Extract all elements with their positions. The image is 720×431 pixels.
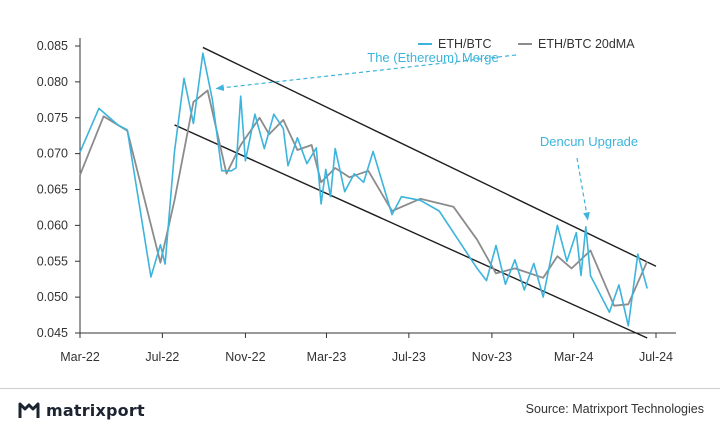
legend-label-eth-btc: ETH/BTC — [438, 37, 491, 51]
brand-name: matrixport — [46, 400, 145, 420]
y-tick-label: 0.060 — [37, 218, 68, 232]
eth-btc-chart: 0.045 0.050 0.055 0.060 0.065 0.070 0.075 0.080… — [37, 37, 676, 364]
eth-btc-line — [79, 52, 648, 327]
x-tick-label: Mar-22 — [60, 350, 100, 364]
y-tick-label: 0.080 — [37, 75, 68, 89]
trend-channel-upper — [202, 46, 657, 267]
y-tick-label: 0.075 — [37, 111, 68, 125]
y-tick-label: 0.045 — [37, 326, 68, 340]
legend-label-20dma: ETH/BTC 20dMA — [538, 37, 635, 51]
x-tick-label: Jul-23 — [392, 350, 426, 364]
footer-divider — [0, 388, 720, 389]
x-tick-label: Nov-23 — [472, 350, 512, 364]
chart-legend: ETH/BTC ETH/BTC 20dMA — [418, 37, 635, 51]
dencun-annotation-arrow — [576, 157, 590, 221]
y-tick-label: 0.070 — [37, 147, 68, 161]
merge-annotation-label: The (Ethereum) Merge — [367, 50, 499, 65]
y-tick-label: 0.055 — [37, 254, 68, 268]
x-tick-label: Nov-22 — [225, 350, 265, 364]
source-note: Source: Matrixport Technologies — [525, 402, 704, 416]
x-tick-label: Jul-22 — [145, 350, 179, 364]
matrixport-logo-icon — [18, 402, 40, 418]
merge-annotation-arrow — [215, 54, 517, 91]
y-tick-label: 0.050 — [37, 290, 68, 304]
brand: matrixport — [18, 398, 145, 422]
trend-channel-lower — [174, 124, 648, 339]
eth-btc-20dma-line — [79, 89, 649, 307]
chart-axes: 0.045 0.050 0.055 0.060 0.065 0.070 0.075 0.080… — [37, 38, 676, 364]
y-tick-label: 0.065 — [37, 183, 68, 197]
trend-channel — [174, 46, 657, 339]
y-tick-label: 0.085 — [37, 39, 68, 53]
x-tick-label: Jul-24 — [639, 350, 673, 364]
x-tick-label: Mar-24 — [554, 350, 594, 364]
chart-series — [79, 52, 649, 327]
x-tick-label: Mar-23 — [307, 350, 347, 364]
dencun-annotation-label: Dencun Upgrade — [540, 134, 638, 149]
chart-annotations: The (Ethereum) Merge Dencun Upgrade — [215, 50, 638, 221]
